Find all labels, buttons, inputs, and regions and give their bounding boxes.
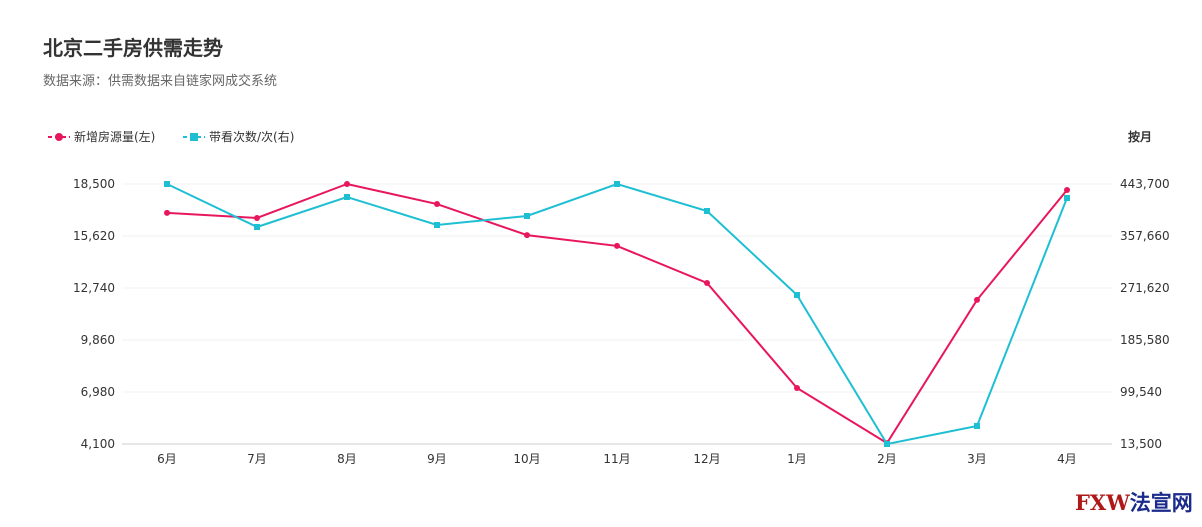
left-axis-tick-label: 12,740 (73, 281, 115, 295)
x-axis-tick-label: 3月 (967, 452, 987, 466)
data-point (614, 181, 620, 187)
x-axis-tick-label: 12月 (693, 452, 720, 466)
unit-label: 按月 (1128, 130, 1153, 144)
x-axis-tick-label: 9月 (427, 452, 447, 466)
left-axis-tick-label: 4,100 (81, 437, 115, 451)
data-point (164, 181, 170, 187)
left-axis-tick-label: 18,500 (73, 177, 115, 191)
watermark-logo: FXW法宣网 (1075, 490, 1193, 515)
legend-item-new-listings[interactable]: 新增房源量(左) (48, 128, 155, 145)
chart-title: 北京二手房供需走势 (43, 36, 223, 60)
data-point (704, 208, 710, 215)
data-point (614, 242, 620, 249)
data-point (434, 201, 440, 208)
left-axis-tick-label: 6,980 (81, 385, 115, 399)
x-axis-tick-label: 10月 (513, 452, 540, 466)
x-axis-tick-label: 11月 (603, 452, 630, 466)
data-point (344, 193, 350, 200)
x-axis-tick-label: 2月 (877, 452, 897, 466)
right-axis-tick-label: 443,700 (1120, 177, 1170, 191)
data-point (794, 385, 800, 392)
left-axis-tick-label: 15,620 (73, 229, 115, 243)
legend-item-viewings[interactable]: 带看次数/次(右) (183, 128, 294, 145)
chart-subtitle: 数据来源：供需数据来自链家网成交系统 (43, 74, 278, 89)
x-axis-tick-label: 8月 (337, 452, 357, 466)
data-point (884, 441, 890, 447)
legend-marker-square-icon (183, 132, 205, 141)
data-point (254, 214, 260, 221)
series-line-viewings (166, 182, 1068, 446)
right-axis-tick-label: 271,620 (1120, 281, 1170, 295)
data-point (1064, 195, 1070, 202)
data-point (524, 232, 530, 239)
data-point (704, 279, 710, 286)
x-axis-tick-label: 6月 (157, 452, 177, 466)
legend-marker-circle-icon (48, 132, 70, 141)
data-point (794, 292, 800, 299)
data-point (974, 422, 980, 429)
right-axis-tick-label: 357,660 (1120, 229, 1170, 243)
right-axis-tick-label: 99,540 (1120, 385, 1162, 399)
x-axis-tick-label: 1月 (787, 452, 807, 466)
right-axis-tick-label: 13,500 (1120, 437, 1162, 451)
data-point (164, 209, 170, 216)
left-axis-tick-label: 9,860 (81, 333, 115, 347)
data-point (434, 222, 440, 229)
data-point (524, 213, 530, 220)
data-point (1064, 186, 1070, 193)
legend-label: 新增房源量(左) (74, 130, 156, 144)
right-axis-tick-label: 185,580 (1120, 333, 1170, 347)
data-point (254, 224, 260, 231)
plot-area: 4,100 13,500 6,980 99,540 9,860 185,580 12,740… (73, 177, 1170, 466)
data-point (974, 296, 980, 303)
legend-label: 带看次数/次(右) (209, 130, 295, 144)
series-line-new-listings (166, 182, 1068, 445)
x-axis-tick-label: 4月 (1057, 452, 1077, 466)
x-axis-tick-label: 7月 (247, 452, 267, 466)
data-point (344, 181, 350, 187)
